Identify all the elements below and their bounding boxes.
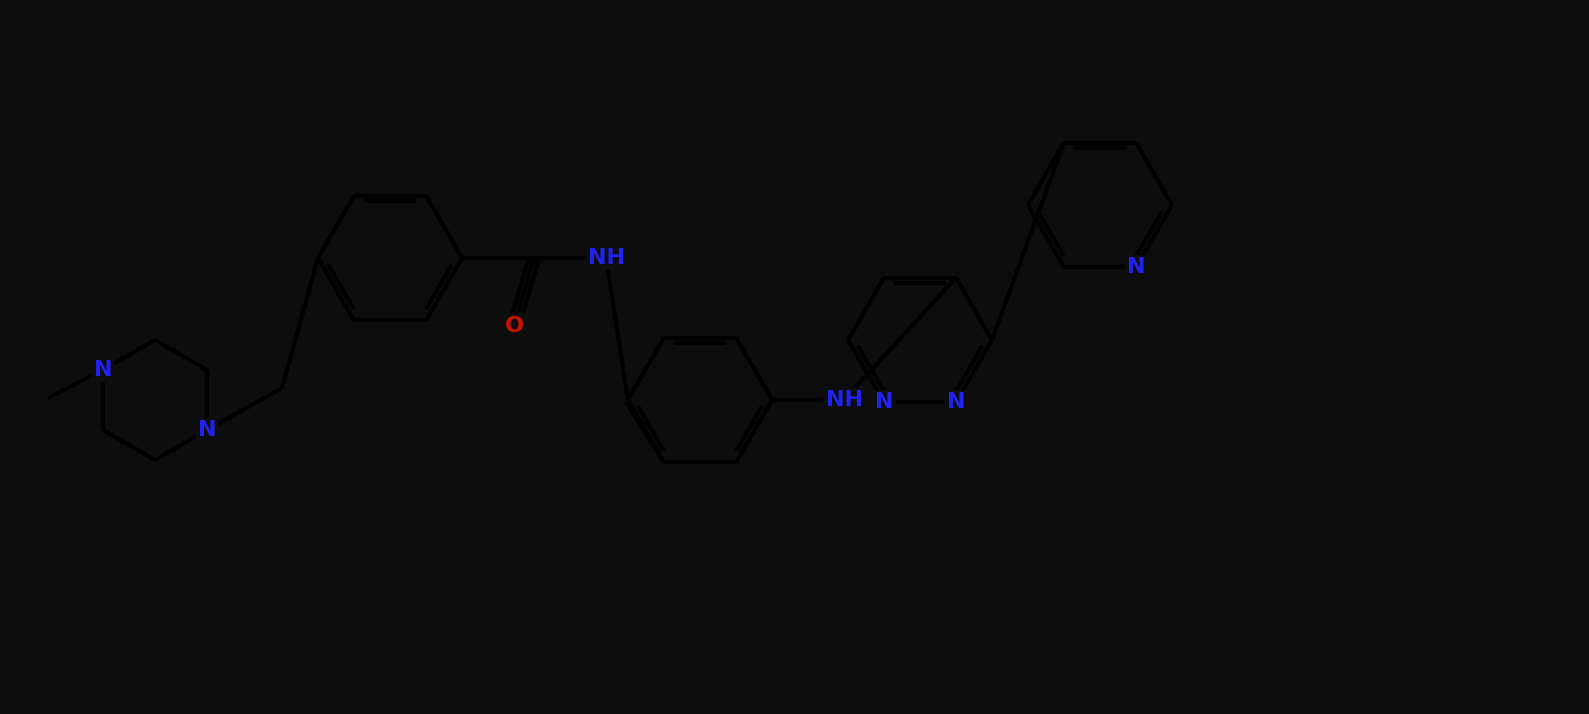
Text: N: N	[94, 360, 113, 380]
Text: N: N	[876, 393, 893, 413]
Text: NH: NH	[826, 390, 863, 410]
Text: N: N	[197, 420, 216, 440]
Text: O: O	[504, 316, 523, 336]
Text: NH: NH	[588, 248, 624, 268]
Text: N: N	[1127, 257, 1146, 277]
Text: N: N	[947, 393, 965, 413]
